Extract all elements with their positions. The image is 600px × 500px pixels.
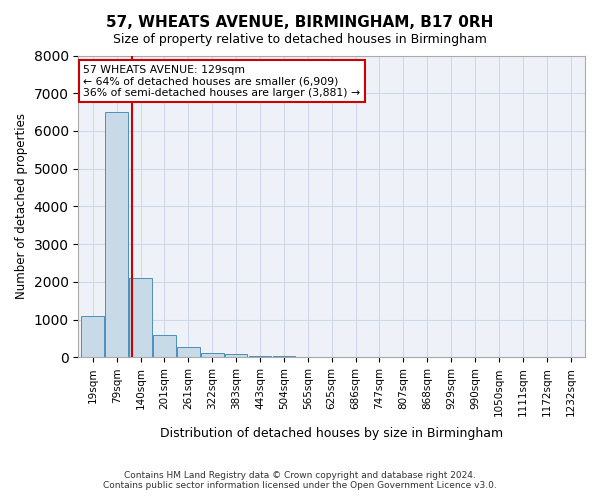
Text: 57, WHEATS AVENUE, BIRMINGHAM, B17 0RH: 57, WHEATS AVENUE, BIRMINGHAM, B17 0RH — [106, 15, 494, 30]
Bar — [201, 352, 224, 358]
Bar — [177, 347, 200, 358]
Bar — [105, 112, 128, 358]
Text: Contains HM Land Registry data © Crown copyright and database right 2024.
Contai: Contains HM Land Registry data © Crown c… — [103, 470, 497, 490]
Bar — [248, 356, 271, 358]
Bar — [82, 316, 104, 358]
X-axis label: Distribution of detached houses by size in Birmingham: Distribution of detached houses by size … — [160, 427, 503, 440]
Bar — [272, 356, 295, 358]
Text: 57 WHEATS AVENUE: 129sqm
← 64% of detached houses are smaller (6,909)
36% of sem: 57 WHEATS AVENUE: 129sqm ← 64% of detach… — [83, 64, 361, 98]
Bar — [153, 335, 176, 357]
Text: Size of property relative to detached houses in Birmingham: Size of property relative to detached ho… — [113, 32, 487, 46]
Y-axis label: Number of detached properties: Number of detached properties — [15, 114, 28, 300]
Bar — [129, 278, 152, 357]
Bar — [225, 354, 247, 358]
